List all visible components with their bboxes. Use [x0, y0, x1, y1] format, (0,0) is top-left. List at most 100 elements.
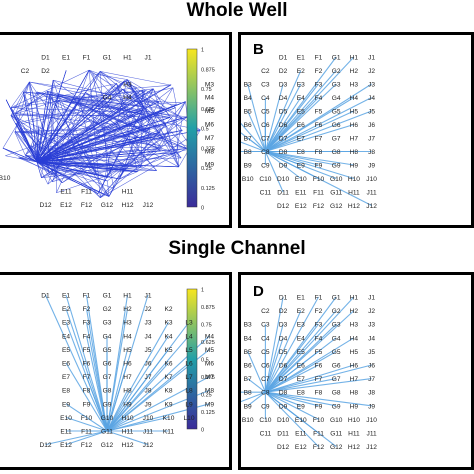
network-edge — [36, 98, 80, 163]
electrode-label: H10 — [121, 415, 133, 422]
network-edge — [36, 161, 179, 168]
electrode-label: E11 — [295, 431, 307, 438]
electrode-label: F3 — [83, 320, 91, 327]
network-edge — [22, 91, 50, 175]
electrode-label: H7 — [350, 376, 359, 383]
network-edge — [65, 294, 108, 432]
electrode-label: B4 — [244, 335, 252, 342]
electrode-label: E8 — [62, 388, 70, 395]
electrode-label: C8 — [261, 149, 270, 156]
electrode-label: E6 — [62, 361, 70, 368]
electrode-label: H2 — [350, 308, 359, 315]
electrode-label: E8 — [297, 390, 305, 397]
electrode-label: F8 — [315, 390, 323, 397]
electrode-label: E1 — [62, 55, 70, 62]
network-edge — [106, 308, 129, 432]
electrode-label: G2 — [332, 308, 341, 315]
electrode-label: E10 — [295, 176, 307, 183]
electrode-label: J10 — [366, 417, 377, 424]
electrode-label: C5 — [261, 109, 270, 116]
network-edge — [2, 91, 38, 149]
network-edge — [36, 161, 58, 177]
electrode-label: M5 — [205, 108, 214, 115]
electrode-label: H4 — [123, 333, 132, 340]
electrode-label: G10 — [101, 415, 114, 422]
network-edge — [265, 97, 319, 152]
electrode-label: G8 — [103, 388, 112, 395]
network-edge — [36, 101, 160, 163]
electrode-label: D1 — [279, 295, 288, 302]
network-edge — [22, 91, 30, 107]
electrode-label: G3 — [103, 320, 112, 327]
network-edge — [107, 116, 188, 182]
network-edge — [106, 349, 129, 432]
electrode-label: F11 — [81, 189, 92, 196]
electrode-label: G10 — [330, 176, 343, 183]
electrode-label: F2 — [315, 308, 323, 315]
electrode-label: C2 — [21, 68, 30, 75]
network-edge — [88, 69, 145, 108]
electrode-label: J2 — [368, 308, 375, 315]
network-edge — [10, 115, 106, 177]
network-edge — [36, 161, 63, 183]
network-edge — [265, 350, 319, 393]
electrode-label: H3 — [350, 82, 359, 89]
electrode-label: H10 — [348, 417, 360, 424]
electrode-label: D12 — [39, 202, 51, 209]
network-edge — [265, 364, 355, 393]
electrode-label: C4 — [261, 95, 270, 102]
network-edge — [36, 107, 176, 163]
network-edge — [15, 81, 30, 132]
electrode-label: D8 — [279, 149, 288, 156]
network-edge — [106, 416, 169, 432]
electrode-label: B4 — [244, 95, 252, 102]
electrode-label: F3 — [315, 82, 323, 89]
electrode-label: F10 — [81, 415, 93, 422]
electrode-label: G8 — [332, 149, 341, 156]
network-edge — [265, 123, 355, 153]
electrode-label: D12 — [39, 442, 51, 449]
electrode-label: H3 — [123, 320, 132, 327]
network-edge — [264, 296, 284, 393]
colorbar-tick-label: 0.125 — [201, 186, 215, 192]
electrode-label: C9 — [261, 163, 270, 170]
network-edge — [2, 147, 58, 177]
electrode-label: M9 — [205, 162, 214, 169]
network-edge — [25, 71, 101, 156]
electrode-label: M4 — [205, 333, 214, 340]
electrode-label: B3 — [244, 82, 252, 89]
electrode-label: K10 — [163, 415, 175, 422]
network-edge — [265, 391, 372, 407]
electrode-label: H12 — [348, 203, 360, 210]
network-edge — [107, 180, 110, 197]
network-edge — [18, 157, 110, 197]
electrode-label: E7 — [297, 376, 305, 383]
electrode-label: H7 — [350, 136, 359, 143]
network-edge — [247, 378, 266, 393]
electrode-label: E1 — [297, 295, 305, 302]
electrode-label: E1 — [62, 293, 70, 300]
electrode-label: H5 — [350, 109, 359, 116]
network-edge — [264, 310, 302, 393]
panel-a: 1 0.875 0.75 0.625 0.5 0.375 0.25 0.125 0 D1 E1 F1 G… — [0, 32, 232, 228]
electrode-label: E5 — [297, 349, 305, 356]
network-edge — [153, 88, 171, 118]
network-edge — [73, 98, 123, 166]
electrode-label: J12 — [366, 444, 377, 451]
network-edge — [36, 161, 114, 189]
electrode-label: D5 — [279, 349, 288, 356]
network-edge — [41, 92, 86, 149]
electrode-label: F1 — [315, 295, 323, 302]
electrode-label: D6 — [279, 363, 288, 370]
electrode-label: H12 — [348, 444, 360, 451]
electrode-label: D9 — [279, 403, 288, 410]
network-edge — [106, 335, 169, 432]
network-edge — [106, 362, 190, 432]
network-edge — [56, 100, 59, 193]
network-edge — [85, 376, 108, 432]
network-edge — [122, 89, 145, 108]
electrode-label: D3 — [279, 322, 288, 329]
electrode-label: G8 — [332, 390, 341, 397]
electrode-label: J3 — [368, 322, 375, 329]
colorbar-tick-label: 0.5 — [201, 127, 209, 133]
